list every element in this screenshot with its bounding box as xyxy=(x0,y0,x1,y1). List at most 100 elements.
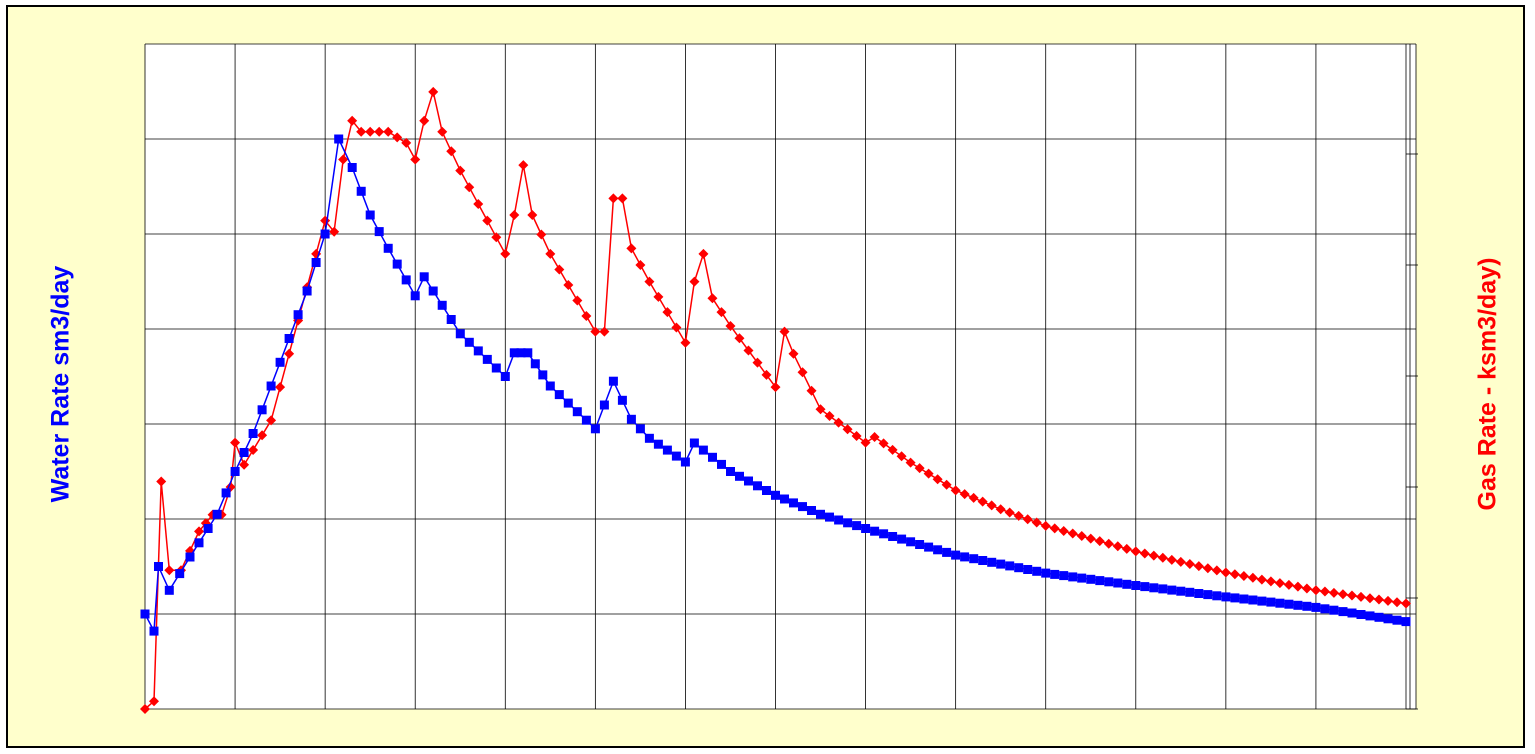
water-point xyxy=(762,486,771,495)
water-point xyxy=(446,315,456,324)
water-point xyxy=(516,348,526,358)
water-point xyxy=(861,524,871,533)
water-point xyxy=(437,300,447,310)
water-point xyxy=(221,488,231,498)
water-point xyxy=(1113,578,1123,588)
gas-point xyxy=(932,474,943,485)
water-point xyxy=(275,357,285,367)
gas-point xyxy=(239,459,250,470)
gas-point xyxy=(1013,510,1024,521)
gas-point xyxy=(455,165,466,176)
water-point xyxy=(194,538,204,548)
gas-point xyxy=(365,126,376,137)
water-point xyxy=(807,506,816,515)
gas-series-line xyxy=(144,88,1407,710)
water-point xyxy=(726,467,735,476)
gas-point xyxy=(1355,591,1366,602)
gas-point xyxy=(806,385,817,396)
water-point xyxy=(1050,569,1060,579)
water-point xyxy=(1014,563,1024,573)
gas-point xyxy=(689,276,700,287)
gas-point xyxy=(1121,543,1132,554)
gas-point xyxy=(815,404,826,415)
water-point xyxy=(996,559,1006,569)
gas-point xyxy=(824,410,835,421)
gas-point xyxy=(770,382,781,393)
gas-point xyxy=(284,348,295,359)
water-point xyxy=(879,529,889,539)
water-point xyxy=(1149,583,1159,593)
gas-point xyxy=(1031,517,1042,528)
gas-point xyxy=(779,326,790,337)
water-point xyxy=(987,557,997,567)
gas-point xyxy=(156,476,167,487)
gas-point xyxy=(680,337,691,348)
gas-point xyxy=(563,279,574,290)
gas-point xyxy=(1301,583,1312,594)
water-point xyxy=(798,502,807,512)
gas-point xyxy=(275,382,286,393)
gas-point xyxy=(230,437,241,448)
gas-point xyxy=(392,132,403,143)
water-point xyxy=(870,526,880,536)
gas-point xyxy=(1022,514,1033,525)
water-point xyxy=(753,481,762,491)
gas-point xyxy=(329,226,340,237)
gas-point xyxy=(716,307,727,318)
gas-point xyxy=(194,526,205,537)
gas-point xyxy=(257,430,268,441)
water-point xyxy=(266,381,276,391)
water-point xyxy=(374,227,384,237)
water-point xyxy=(671,451,681,461)
gas-point xyxy=(1220,567,1231,578)
water-point xyxy=(392,259,402,269)
gas-point xyxy=(1319,586,1330,597)
gas-point xyxy=(1094,536,1105,547)
gas-point xyxy=(905,457,916,468)
water-point xyxy=(897,534,907,544)
gas-point xyxy=(1310,585,1321,596)
gas-point xyxy=(878,438,889,449)
gas-point xyxy=(140,704,150,714)
water-point xyxy=(523,348,533,358)
gas-point xyxy=(149,696,160,707)
gas-point xyxy=(590,326,601,337)
gas-point xyxy=(164,565,175,576)
water-point xyxy=(1041,568,1051,578)
water-point xyxy=(302,286,312,296)
gas-point xyxy=(437,126,448,137)
water-point xyxy=(257,405,267,415)
gas-point xyxy=(1157,552,1168,563)
water-point xyxy=(1185,587,1195,597)
gas-point xyxy=(923,468,934,479)
gas-point xyxy=(698,248,709,259)
gas-point xyxy=(1058,525,1069,536)
water-point xyxy=(365,210,375,220)
gas-point xyxy=(1076,531,1087,542)
gas-point xyxy=(518,160,529,171)
water-point xyxy=(843,518,853,528)
gas-point xyxy=(1211,565,1222,576)
water-point xyxy=(1176,586,1186,596)
gas-point xyxy=(428,86,439,97)
water-point xyxy=(1248,595,1258,605)
water-point xyxy=(572,407,582,417)
water-point xyxy=(590,424,600,434)
water-point xyxy=(960,552,970,562)
water-point xyxy=(1140,582,1150,592)
gas-point xyxy=(950,485,961,496)
water-point xyxy=(203,524,213,533)
gas-point xyxy=(527,210,538,221)
gas-point xyxy=(977,496,988,507)
water-point xyxy=(933,545,943,555)
gas-point xyxy=(1274,578,1285,589)
water-point xyxy=(1203,590,1213,600)
gas-point xyxy=(500,248,511,259)
water-point xyxy=(538,370,548,380)
water-point xyxy=(915,540,925,549)
gas-point xyxy=(572,295,583,306)
water-point xyxy=(1194,589,1204,598)
water-point xyxy=(1095,576,1105,586)
gas-point xyxy=(896,451,907,462)
water-point xyxy=(1311,602,1321,612)
